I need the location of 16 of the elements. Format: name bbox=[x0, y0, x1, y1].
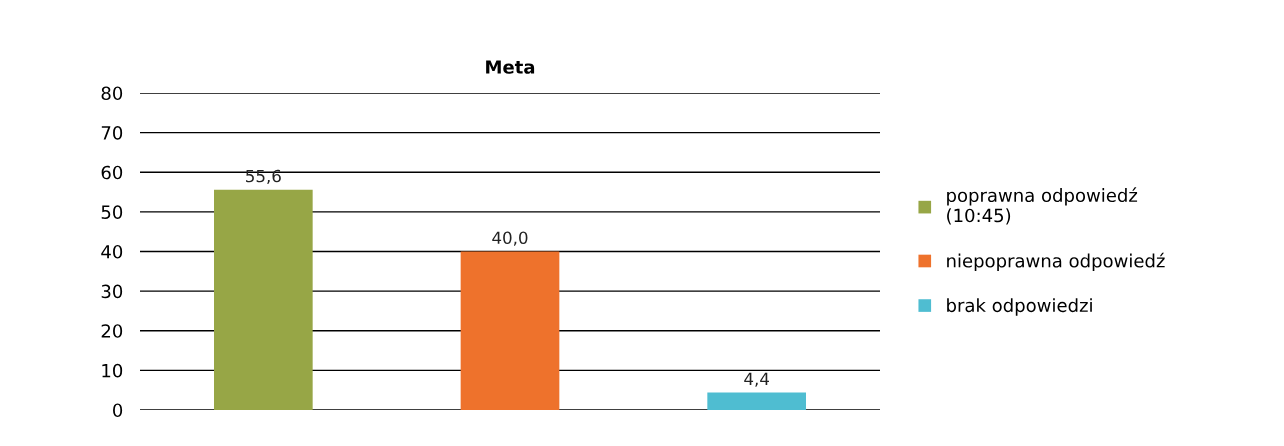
data-label: 4,4 bbox=[744, 372, 769, 387]
data-label: 55,6 bbox=[246, 169, 281, 184]
y-tick-label: 40 bbox=[101, 244, 123, 259]
y-tick-label: 0 bbox=[113, 403, 123, 418]
chart-title: Meta bbox=[486, 60, 535, 74]
legend-label: brak odpowiedzi bbox=[947, 298, 1092, 316]
legend-label: niepoprawna odpowiedź bbox=[947, 252, 1165, 272]
y-tick-label: 60 bbox=[101, 165, 123, 180]
y-tick-label: 10 bbox=[102, 363, 123, 378]
data-label: 40,0 bbox=[492, 231, 528, 246]
y-tick-label: 80 bbox=[101, 86, 123, 101]
y-tick-label: 70 bbox=[101, 126, 123, 140]
y-tick-label: 20 bbox=[101, 324, 123, 338]
y-tick-label: 30 bbox=[101, 284, 123, 299]
legend-label: poprawna odpowiedź (10:45) bbox=[947, 187, 1138, 225]
y-tick-label: 50 bbox=[101, 205, 123, 219]
